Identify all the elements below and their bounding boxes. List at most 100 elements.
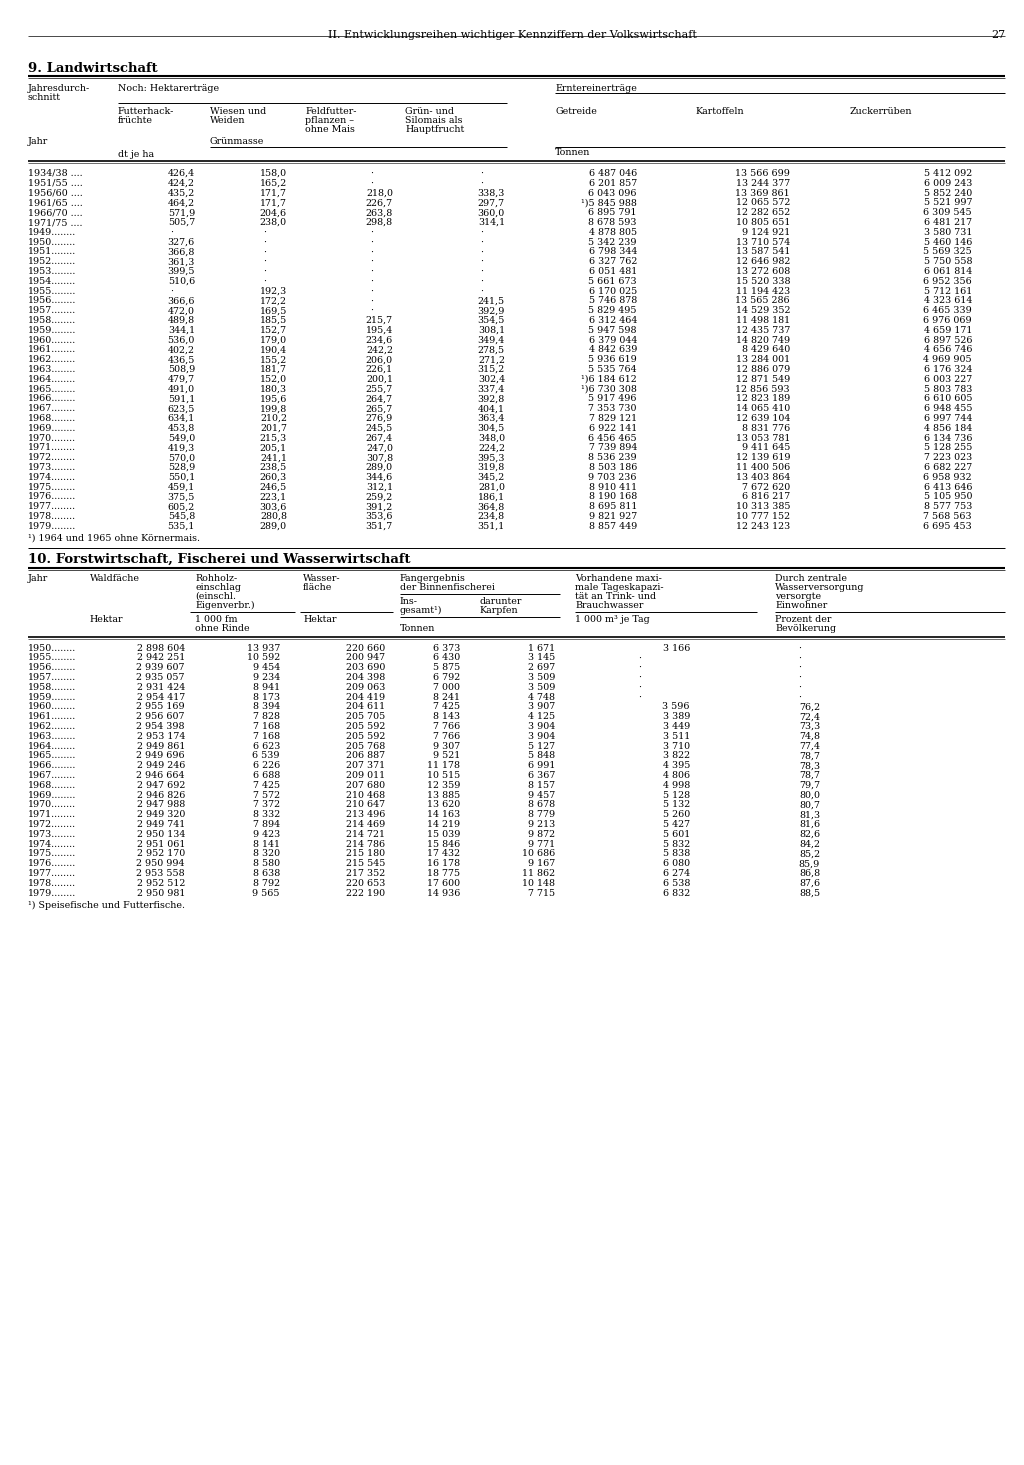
Text: Hektar: Hektar xyxy=(90,615,124,624)
Text: gesamt¹): gesamt¹) xyxy=(400,605,442,615)
Text: 259,2: 259,2 xyxy=(366,492,393,501)
Text: 459,1: 459,1 xyxy=(168,482,195,492)
Text: ·: · xyxy=(799,693,802,702)
Text: Noch: Hektarerträge: Noch: Hektarerträge xyxy=(118,84,219,92)
Text: 472,0: 472,0 xyxy=(168,306,195,315)
Text: 549,0: 549,0 xyxy=(168,434,195,442)
Text: Kartoffeln: Kartoffeln xyxy=(695,107,743,116)
Text: 14 820 749: 14 820 749 xyxy=(736,335,790,344)
Text: (einschl.: (einschl. xyxy=(195,592,236,601)
Text: 6 895 791: 6 895 791 xyxy=(589,208,637,217)
Text: 81,3: 81,3 xyxy=(799,810,820,819)
Text: 5 127: 5 127 xyxy=(528,741,555,750)
Text: ·: · xyxy=(480,277,483,286)
Text: 10 515: 10 515 xyxy=(427,771,460,779)
Text: 200,1: 200,1 xyxy=(366,375,393,384)
Text: ohne Rinde: ohne Rinde xyxy=(195,624,250,633)
Text: 2 949 696: 2 949 696 xyxy=(136,752,185,760)
Text: Feldfutter-: Feldfutter- xyxy=(305,107,356,116)
Text: ohne Mais: ohne Mais xyxy=(305,125,355,133)
Text: 1950........: 1950........ xyxy=(28,643,76,652)
Text: 1967........: 1967........ xyxy=(28,404,76,413)
Text: einschlag: einschlag xyxy=(195,583,241,592)
Text: Grünmasse: Grünmasse xyxy=(210,138,264,147)
Text: 1960........: 1960........ xyxy=(28,702,76,712)
Text: 11 194 423: 11 194 423 xyxy=(736,287,790,296)
Text: 634,1: 634,1 xyxy=(168,415,195,423)
Text: versorgte: versorgte xyxy=(775,592,821,601)
Text: Erntereinerträge: Erntereinerträge xyxy=(555,84,637,92)
Text: ·: · xyxy=(639,672,641,683)
Text: 87,6: 87,6 xyxy=(799,879,820,888)
Text: 9 167: 9 167 xyxy=(527,858,555,869)
Text: 623,5: 623,5 xyxy=(168,404,195,413)
Text: pflanzen –: pflanzen – xyxy=(305,116,354,125)
Text: 436,5: 436,5 xyxy=(168,355,195,365)
Text: 179,0: 179,0 xyxy=(260,335,287,344)
Text: 1971........: 1971........ xyxy=(28,810,76,819)
Text: ·: · xyxy=(480,227,483,237)
Text: 226,1: 226,1 xyxy=(366,365,393,374)
Text: ·: · xyxy=(371,306,374,315)
Text: 1979........: 1979........ xyxy=(28,889,76,898)
Text: 215,7: 215,7 xyxy=(366,316,393,325)
Text: 18 775: 18 775 xyxy=(427,869,460,878)
Text: 4 806: 4 806 xyxy=(663,771,690,779)
Text: 204 611: 204 611 xyxy=(346,702,385,712)
Text: 1958........: 1958........ xyxy=(28,316,76,325)
Text: 2 954 417: 2 954 417 xyxy=(137,693,185,702)
Text: ·: · xyxy=(263,258,266,267)
Text: 6 379 044: 6 379 044 xyxy=(589,335,637,344)
Text: 8 332: 8 332 xyxy=(253,810,280,819)
Text: 14 936: 14 936 xyxy=(427,889,460,898)
Text: 13 937: 13 937 xyxy=(247,643,280,652)
Text: 8 536 239: 8 536 239 xyxy=(589,453,637,461)
Text: 366,8: 366,8 xyxy=(168,248,195,256)
Text: 223,1: 223,1 xyxy=(260,492,287,501)
Text: 2 950 994: 2 950 994 xyxy=(136,858,185,869)
Text: 6 274: 6 274 xyxy=(663,869,690,878)
Text: 435,2: 435,2 xyxy=(168,189,195,198)
Text: 1966/70 ....: 1966/70 .... xyxy=(28,208,83,217)
Text: 426,4: 426,4 xyxy=(168,168,195,179)
Text: 4 856 184: 4 856 184 xyxy=(924,423,972,432)
Text: 2 952 512: 2 952 512 xyxy=(136,879,185,888)
Text: 545,8: 545,8 xyxy=(168,511,195,522)
Text: 464,2: 464,2 xyxy=(168,198,195,208)
Text: 6 952 356: 6 952 356 xyxy=(924,277,972,286)
Text: 169,5: 169,5 xyxy=(260,306,287,315)
Text: 276,9: 276,9 xyxy=(366,415,393,423)
Text: 8 141: 8 141 xyxy=(253,839,280,848)
Text: 1961........: 1961........ xyxy=(28,346,76,355)
Text: 6 948 455: 6 948 455 xyxy=(924,404,972,413)
Text: ·: · xyxy=(371,267,374,275)
Text: ·: · xyxy=(263,237,266,246)
Text: 6 897 526: 6 897 526 xyxy=(924,335,972,344)
Text: 3 822: 3 822 xyxy=(663,752,690,760)
Text: 8 941: 8 941 xyxy=(253,683,280,691)
Text: 508,9: 508,9 xyxy=(168,365,195,374)
Text: 2 931 424: 2 931 424 xyxy=(137,683,185,691)
Text: Tonnen: Tonnen xyxy=(555,148,591,157)
Text: 12 823 189: 12 823 189 xyxy=(736,394,790,403)
Text: 6 430: 6 430 xyxy=(433,653,460,662)
Text: 5 521 997: 5 521 997 xyxy=(924,198,972,208)
Text: 12 639 104: 12 639 104 xyxy=(735,415,790,423)
Text: 72,4: 72,4 xyxy=(799,712,820,721)
Text: 5 848: 5 848 xyxy=(528,752,555,760)
Text: 2 946 664: 2 946 664 xyxy=(136,771,185,779)
Text: 1 671: 1 671 xyxy=(528,643,555,652)
Text: 2 953 174: 2 953 174 xyxy=(136,732,185,741)
Text: 214 469: 214 469 xyxy=(346,820,385,829)
Text: 172,2: 172,2 xyxy=(260,296,287,305)
Text: 9 124 921: 9 124 921 xyxy=(741,227,790,237)
Text: 3 509: 3 509 xyxy=(527,683,555,691)
Text: 7 168: 7 168 xyxy=(253,732,280,741)
Text: 7 425: 7 425 xyxy=(433,702,460,712)
Text: 1955........: 1955........ xyxy=(28,287,77,296)
Text: 7 372: 7 372 xyxy=(253,800,280,809)
Text: 424,2: 424,2 xyxy=(168,179,195,188)
Text: 280,8: 280,8 xyxy=(260,511,287,522)
Text: 1966........: 1966........ xyxy=(28,394,77,403)
Text: 8 695 811: 8 695 811 xyxy=(589,502,637,511)
